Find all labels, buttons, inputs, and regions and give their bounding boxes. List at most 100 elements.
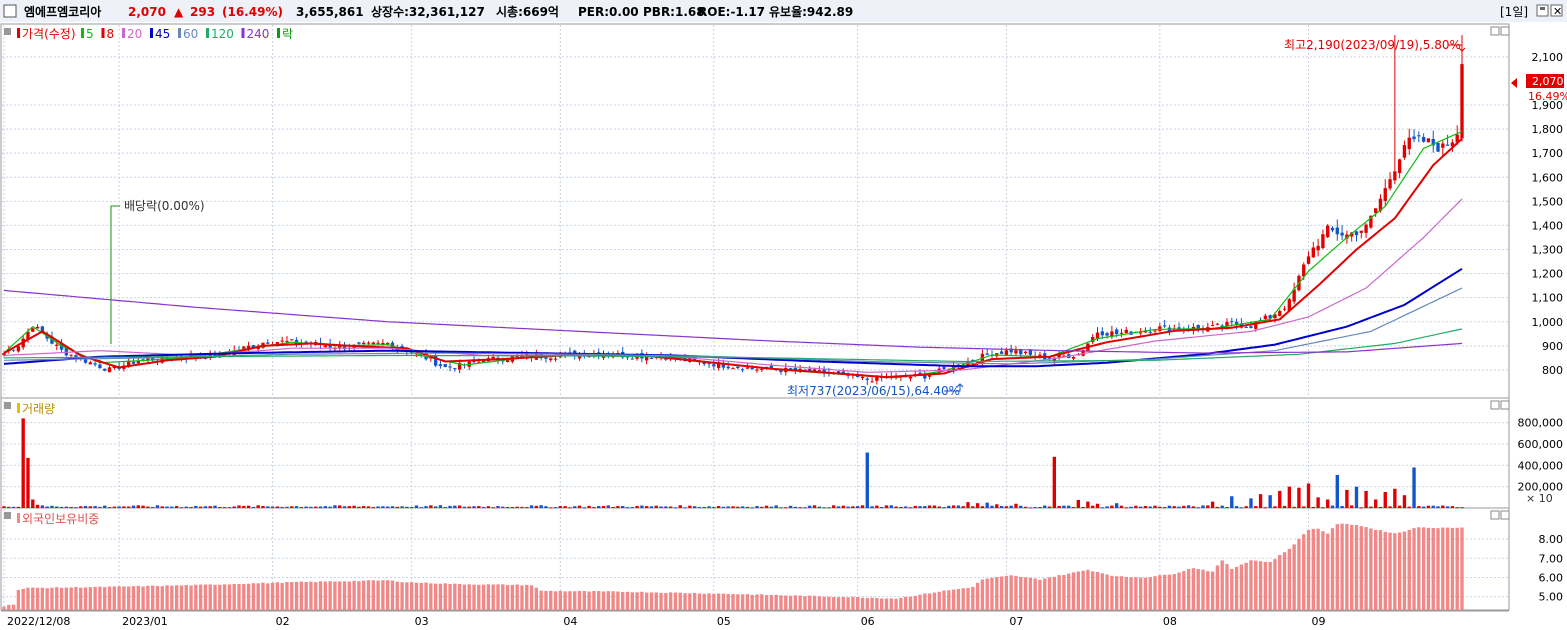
candle-body (1095, 332, 1100, 339)
legend-ma-60: 60 (183, 27, 198, 41)
foreign-panel-maximize-icon[interactable] (1490, 510, 1500, 520)
volume-bar (764, 505, 769, 508)
volume-bar (808, 505, 812, 508)
foreign-bar (462, 584, 467, 610)
foreign-bar (529, 585, 534, 610)
panel-menu-icon[interactable] (4, 28, 11, 35)
volume-bar (860, 505, 865, 508)
candle-body (1071, 356, 1076, 359)
foreign-bar (1436, 528, 1440, 610)
foreign-bar (198, 584, 203, 610)
foreign-bar (630, 592, 634, 610)
volume-bar (1417, 506, 1421, 508)
foreign-bar (1019, 576, 1023, 610)
volume-bar (822, 507, 826, 509)
foreign-bar (1220, 560, 1224, 610)
legend-ma-45-marker (150, 28, 153, 38)
volume-bar (678, 505, 682, 508)
foreign-bar (539, 590, 543, 610)
volume-bar (1345, 489, 1349, 508)
candle-body (16, 346, 21, 352)
volume-bar (683, 507, 687, 509)
volume-bar (1340, 506, 1344, 508)
candle-body (1412, 136, 1416, 140)
foreign-bar (98, 586, 102, 610)
candle-body (1330, 227, 1335, 231)
legend-ma-5-marker (81, 28, 84, 38)
close-icon[interactable] (1550, 4, 1563, 17)
candle-body (477, 361, 481, 363)
volume-bar (889, 505, 893, 508)
candle-body (1091, 337, 1095, 342)
foreign-bar (477, 584, 481, 610)
candle-body (1316, 245, 1320, 251)
volume-bar (798, 507, 802, 509)
foreign-bar (1119, 576, 1124, 610)
foreign-bar (1326, 533, 1330, 610)
x-tick-label: 06 (861, 615, 875, 628)
volume-bar (11, 506, 16, 508)
volume-tick-label: 400,000 (1518, 459, 1564, 472)
candle-body (1220, 325, 1224, 327)
volume-panel-menu-icon[interactable] (4, 402, 11, 409)
volume-bar (1033, 507, 1037, 509)
candle-body (304, 341, 308, 344)
candle-body (649, 357, 654, 359)
stock-name: 엠에프엠코리아 (24, 4, 101, 19)
volume-panel-close-icon[interactable] (1500, 400, 1510, 410)
foreign-bar (788, 595, 793, 610)
volume-bar (1407, 506, 1411, 508)
candle-body (1196, 324, 1200, 329)
foreign-panel-close-icon[interactable] (1500, 510, 1510, 520)
price-panel-maximize-icon[interactable] (1490, 26, 1500, 36)
candle-body (448, 366, 452, 368)
period-button[interactable]: [1일] (1500, 5, 1528, 19)
low-annotation: 최저737(2023/06/15),64.40% (787, 384, 960, 398)
price-panel-close-icon[interactable] (1500, 26, 1510, 36)
foreign-bar (496, 584, 500, 610)
foreign-bar (1100, 573, 1104, 610)
foreign-bar (1460, 527, 1464, 610)
reserve-ratio: 유보율:942.89 (769, 5, 853, 19)
candle-body (966, 361, 970, 368)
volume-bar (1086, 501, 1090, 508)
foreign-bar (1067, 573, 1071, 610)
volume-bar (1373, 499, 1378, 508)
volume-panel-maximize-icon[interactable] (1490, 400, 1500, 410)
volume-bar (338, 505, 342, 508)
foreign-bar (980, 579, 985, 610)
volume-bar (1249, 498, 1253, 508)
volume-bar (836, 506, 841, 508)
volume-bar (424, 506, 428, 508)
foreign-bar (107, 586, 112, 610)
foreign-bar (26, 587, 30, 610)
candle-body (366, 342, 371, 344)
volume-bar (1062, 505, 1066, 508)
foreign-bar (875, 597, 879, 610)
foreign-panel-menu-icon[interactable] (4, 512, 11, 519)
candle-body (793, 367, 798, 371)
candle-body (131, 361, 136, 364)
foreign-bar (702, 593, 706, 610)
foreign-bar (150, 585, 155, 610)
candle-body (107, 367, 112, 373)
foreign-bar (419, 582, 423, 610)
foreign-bar (1004, 575, 1009, 610)
volume-bar (1378, 506, 1383, 508)
volume-bar (788, 505, 793, 508)
foreign-bar (990, 577, 994, 610)
candle-body (1364, 224, 1368, 233)
volume-bar (956, 505, 961, 508)
candle-body (1359, 230, 1363, 233)
select-checkbox[interactable] (3, 4, 17, 18)
foreign-bar (793, 595, 798, 610)
foreign-bar (136, 585, 140, 610)
foreign-bar (1196, 569, 1200, 610)
volume-bar (549, 507, 553, 509)
foreign-bar (740, 594, 745, 610)
candle-body (644, 356, 649, 361)
candle-body (1225, 321, 1229, 327)
foreign-bar (597, 591, 601, 610)
maximize-icon[interactable] (1536, 4, 1549, 17)
